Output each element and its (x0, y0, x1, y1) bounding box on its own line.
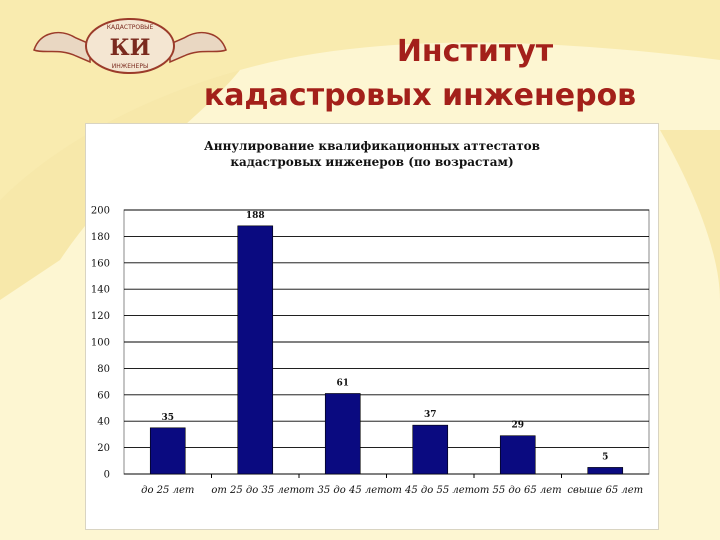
y-tick-label: 140 (91, 285, 110, 296)
x-tick-label: от 45 до 55 лет (386, 485, 474, 496)
bar (237, 225, 274, 475)
chart-title-line2: кадастровых инженеров (по возрастам) (230, 155, 514, 169)
y-tick-label: 40 (97, 417, 110, 428)
data-label: 37 (424, 410, 437, 420)
data-label: 188 (246, 211, 265, 221)
bar (499, 435, 536, 475)
y-tick-label: 60 (97, 390, 110, 401)
x-tick-label: свыше 65 лет (567, 485, 643, 496)
y-tick-label: 160 (91, 258, 110, 269)
chart-title-line1: Аннулирование квалификационных аттестато… (204, 139, 540, 153)
logo-text-bottom: ИНЖЕНЕРЫ (112, 63, 148, 70)
y-tick-label: 200 (91, 206, 110, 217)
slide-title-line1: Институт (396, 34, 554, 69)
bar-chart: 0 20 40 60 80 100 120 140 160 180 200 35 до 25 лет 18… (91, 206, 650, 496)
slide-title-line2: кадастровых инженеров (203, 78, 637, 113)
y-tick-label: 180 (91, 232, 110, 243)
y-tick-label: 0 (104, 470, 110, 481)
bar (412, 424, 449, 475)
bar (324, 393, 361, 475)
bar (587, 467, 624, 475)
y-tick-label: 20 (97, 443, 110, 454)
chart-title: Аннулирование квалификационных аттестато… (86, 138, 658, 170)
data-label: 29 (511, 421, 524, 431)
x-tick-label: от 25 до 35 лет (211, 485, 299, 496)
x-tick-label: от 35 до 45 лет (299, 485, 387, 496)
y-tick-label: 80 (97, 364, 110, 375)
x-tick-label: от 55 до 65 лет (474, 485, 562, 496)
logo-text-top: КАДАСТРОВЫЕ (107, 24, 154, 31)
data-label: 5 (602, 452, 608, 462)
data-label: 35 (161, 413, 174, 423)
slide-title: Институт кадастровых инженеров (150, 30, 690, 118)
x-tick-label: до 25 лет (141, 485, 194, 496)
logo-monogram: КИ (110, 35, 151, 61)
y-tick-label: 100 (91, 338, 110, 349)
y-tick-label: 120 (91, 311, 110, 322)
bar (149, 427, 186, 475)
data-label: 61 (336, 378, 349, 388)
chart-panel: Аннулирование квалификационных аттестато… (85, 123, 659, 530)
institute-logo: КАДАСТРОВЫЕ КИ ИНЖЕНЕРЫ (33, 18, 227, 74)
